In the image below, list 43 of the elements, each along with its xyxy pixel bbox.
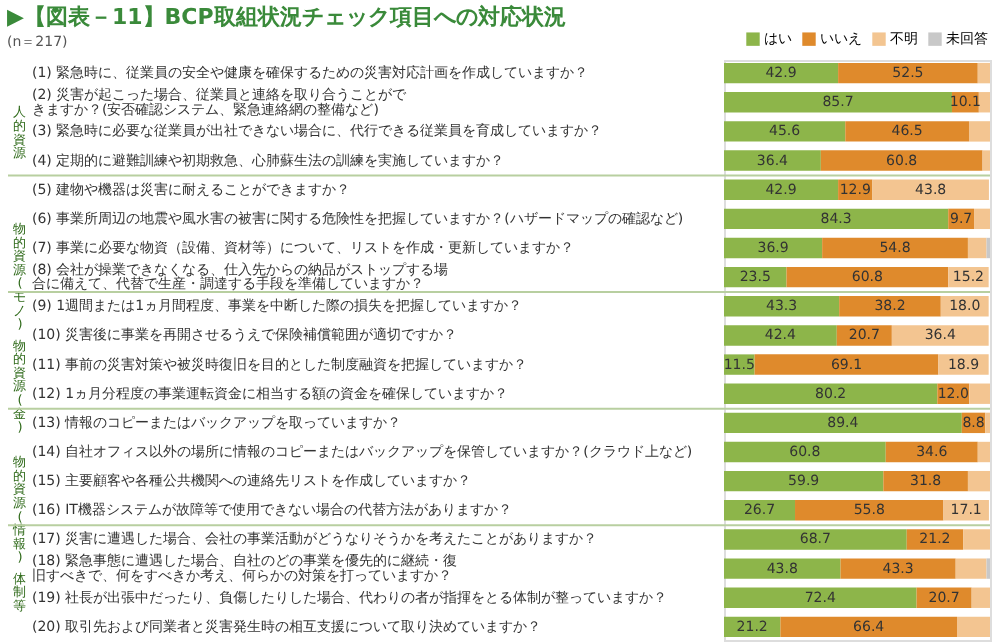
bar <box>974 208 990 230</box>
bar <box>754 354 939 375</box>
bar <box>780 616 958 638</box>
bar <box>957 616 990 638</box>
bar <box>724 179 839 200</box>
bar <box>724 92 952 113</box>
bar <box>822 237 968 259</box>
bar <box>982 150 990 171</box>
bar <box>724 470 884 492</box>
bar <box>724 441 886 463</box>
bar <box>724 529 907 550</box>
bar <box>971 587 990 608</box>
bar <box>978 92 990 113</box>
bar <box>891 325 989 346</box>
bar <box>724 383 938 404</box>
bar <box>838 62 978 84</box>
bar <box>724 587 917 608</box>
bar <box>977 62 990 84</box>
bar <box>977 441 990 463</box>
text: ▶【図表－11】BCP取組状況チェック項目への対応状況 <box>7 4 566 30</box>
bar <box>724 296 840 317</box>
bar <box>724 121 846 142</box>
bar <box>969 383 990 404</box>
bar <box>968 121 990 142</box>
bar <box>955 558 987 579</box>
bar <box>906 529 964 550</box>
bar <box>820 150 983 171</box>
bar <box>724 150 821 171</box>
bar <box>786 266 949 288</box>
bar <box>872 179 989 200</box>
bar <box>724 558 841 579</box>
bar <box>795 500 944 521</box>
bar <box>724 500 796 521</box>
bar <box>724 412 962 434</box>
bar <box>967 237 987 259</box>
bar <box>967 470 990 492</box>
bar <box>724 325 837 346</box>
bar <box>724 208 949 230</box>
bar <box>963 529 990 550</box>
bar <box>724 62 839 84</box>
bar <box>840 558 956 579</box>
bar <box>845 121 969 142</box>
bar <box>943 500 989 521</box>
